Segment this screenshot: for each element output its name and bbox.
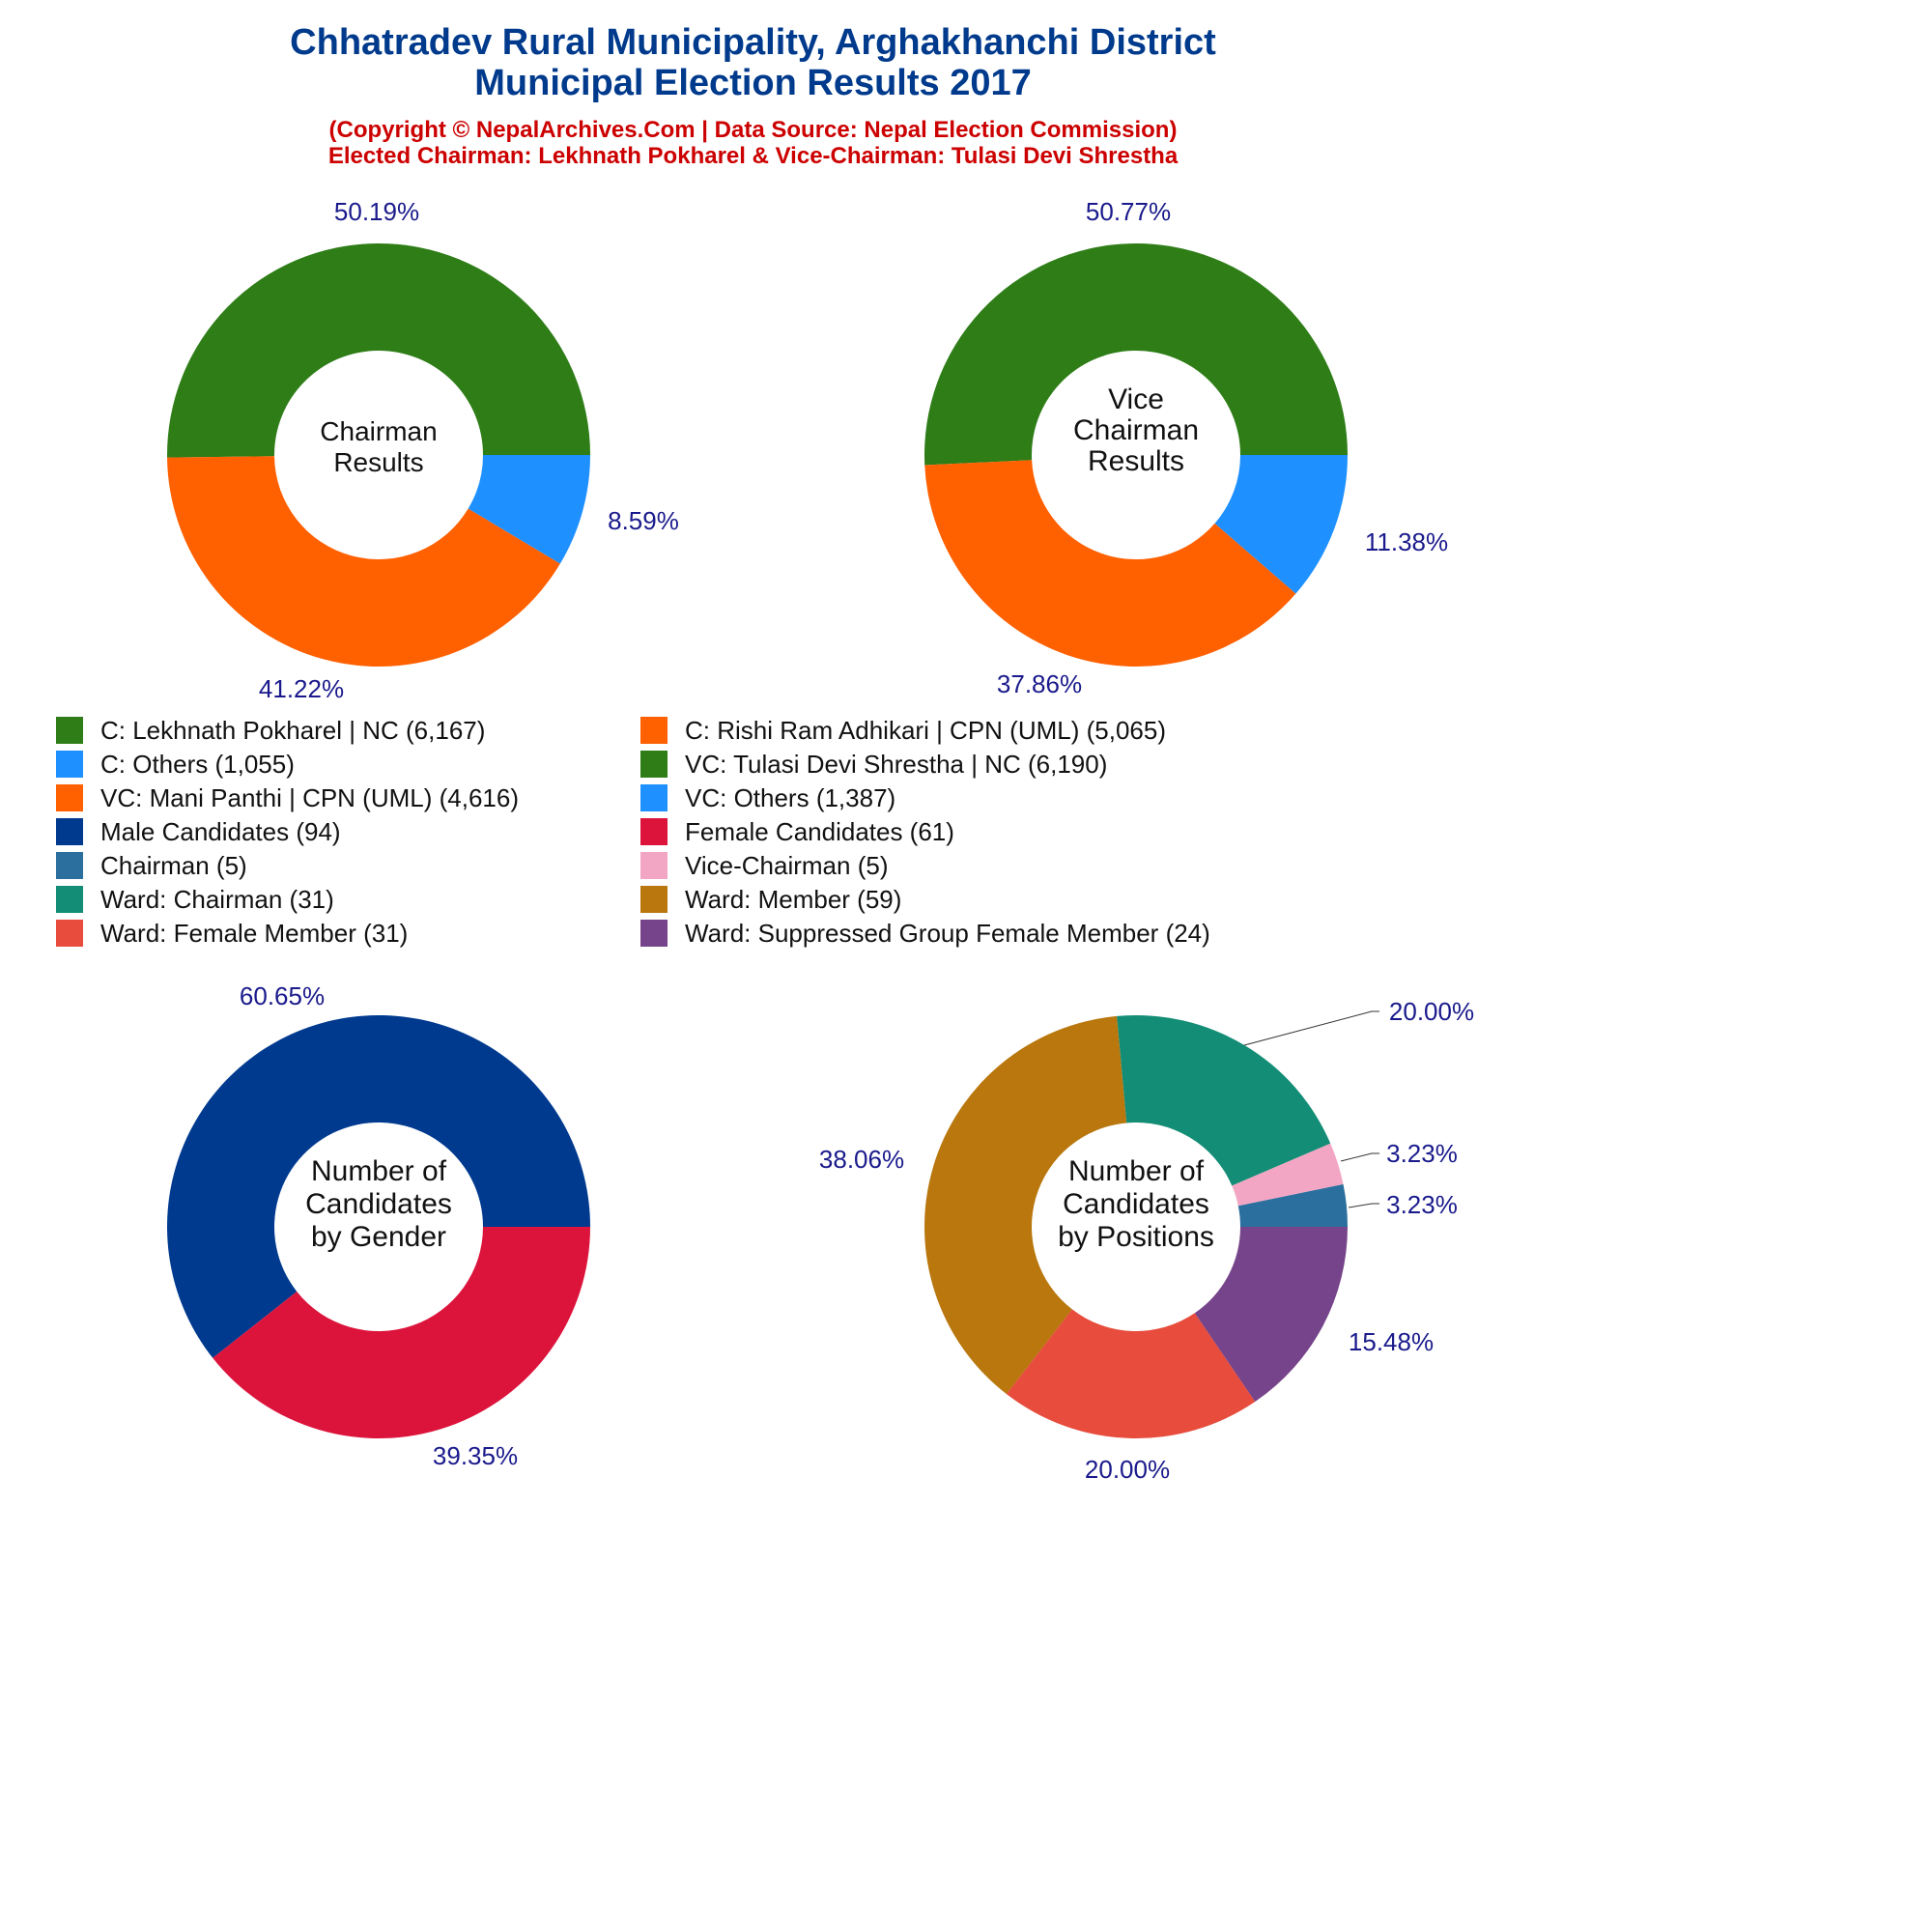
data-label: 50.77% [1086,197,1171,226]
data-label: 20.00% [1085,1455,1170,1484]
legend-item: Chairman (5) [56,850,247,881]
donut-slice [166,1015,590,1358]
donut-center-label: Chairman [1073,414,1199,446]
legend-swatch [640,717,668,744]
leader-line [1340,1152,1379,1162]
legend-swatch [56,852,83,879]
legend-label: C: Rishi Ram Adhikari | CPN (UML) (5,065… [685,715,1166,745]
donut-center-label: Chairman [320,416,437,446]
chart-title-line2: Municipal Election Results 2017 [474,63,1032,103]
data-label: 3.23% [1386,1139,1458,1168]
donut-slice [923,1015,1127,1395]
legend-swatch [640,784,668,811]
legend-label: Vice-Chairman (5) [685,850,889,880]
donut-slice [1194,1227,1348,1403]
legend-label: C: Lekhnath Pokharel | NC (6,167) [100,715,486,745]
legend-item: VC: Tulasi Devi Shrestha | NC (6,190) [640,749,1107,780]
data-label: 39.35% [433,1441,518,1470]
data-label: 8.59% [608,506,679,535]
chart-title-line1: Chhatradev Rural Municipality, Arghakhan… [290,22,1216,63]
legend-item: VC: Mani Panthi | CPN (UML) (4,616) [56,782,519,813]
legend-label: Male Candidates (94) [100,816,341,846]
donut-slice [1237,1183,1348,1227]
legend-label: Ward: Member (59) [685,884,902,914]
data-label: 20.00% [1389,997,1474,1026]
donut-slice [924,460,1296,668]
legend-swatch [56,717,83,744]
legend-swatch [56,784,83,811]
leader-line [1348,1203,1379,1208]
donut-slice [213,1227,590,1438]
data-label: 37.86% [997,669,1082,698]
legend-swatch [640,886,668,913]
donut-center-label: Number of [1068,1155,1205,1187]
chart-subtitle-line1: (Copyright © NepalArchives.Com | Data So… [328,117,1178,143]
data-label: 15.48% [1349,1327,1434,1356]
donut-slice [1006,1309,1256,1439]
donut-slice [167,456,560,667]
legend-label: VC: Mani Panthi | CPN (UML) (4,616) [100,782,519,812]
legend-label: Chairman (5) [100,850,247,880]
donut-charts-canvas: 50.19%8.59%41.22%ChairmanResults50.77%11… [166,197,1474,1484]
legend-label: Ward: Chairman (31) [100,884,334,914]
legend-item: C: Rishi Ram Adhikari | CPN (UML) (5,065… [640,715,1166,746]
chart-subtitle-line2: Elected Chairman: Lekhnath Pokharel & Vi… [327,143,1179,169]
legend-label: Ward: Female Member (31) [100,918,409,948]
donut-center-label: Candidates [305,1188,452,1220]
legend-label: VC: Others (1,387) [685,782,896,812]
legend-item: Female Candidates (61) [640,816,954,847]
legend-label: Ward: Suppressed Group Female Member (24… [685,918,1210,948]
legend-item: Ward: Female Member (31) [56,918,408,949]
legend-swatch [56,920,83,947]
legend-label: VC: Tulasi Devi Shrestha | NC (6,190) [685,749,1108,779]
legend-swatch [640,751,668,778]
data-label: 38.06% [819,1145,904,1174]
legend-swatch [640,920,668,947]
donut-center-label: Results [1088,445,1184,477]
donut-center-label: Number of [311,1155,447,1187]
data-label: 41.22% [259,674,344,703]
donut-center-label: Vice [1108,384,1164,415]
donut-slice [1214,455,1348,594]
legend-item: VC: Others (1,387) [640,782,895,813]
legend-item: Ward: Member (59) [640,884,901,915]
donut-center-label: Results [333,447,423,477]
donut-slice [1117,1015,1331,1186]
legend-item: Male Candidates (94) [56,816,341,847]
donut-slice [468,455,590,564]
legend-item: C: Others (1,055) [56,749,295,780]
data-label: 11.38% [1365,527,1448,556]
donut-slice [923,242,1348,466]
data-label: 50.19% [334,197,419,226]
legend-item: Ward: Suppressed Group Female Member (24… [640,918,1210,949]
legend-label: Female Candidates (61) [685,816,954,846]
data-label: 60.65% [240,981,325,1010]
legend-swatch [56,751,83,778]
legend-item: Ward: Chairman (31) [56,884,334,915]
data-label: 3.23% [1386,1190,1458,1219]
leader-line [1243,1010,1379,1046]
legend-swatch [640,852,668,879]
legend-label: C: Others (1,055) [100,749,295,779]
donut-slice [1232,1143,1344,1207]
legend-swatch [640,818,668,845]
donut-center-label: Candidates [1063,1188,1209,1220]
legend-swatch [56,886,83,913]
legend-swatch [56,818,83,845]
legend-item: C: Lekhnath Pokharel | NC (6,167) [56,715,485,746]
donut-center-label: by Gender [311,1221,446,1253]
legend-item: Vice-Chairman (5) [640,850,888,881]
donut-center-label: by Positions [1058,1221,1214,1253]
donut-slice [167,242,591,458]
